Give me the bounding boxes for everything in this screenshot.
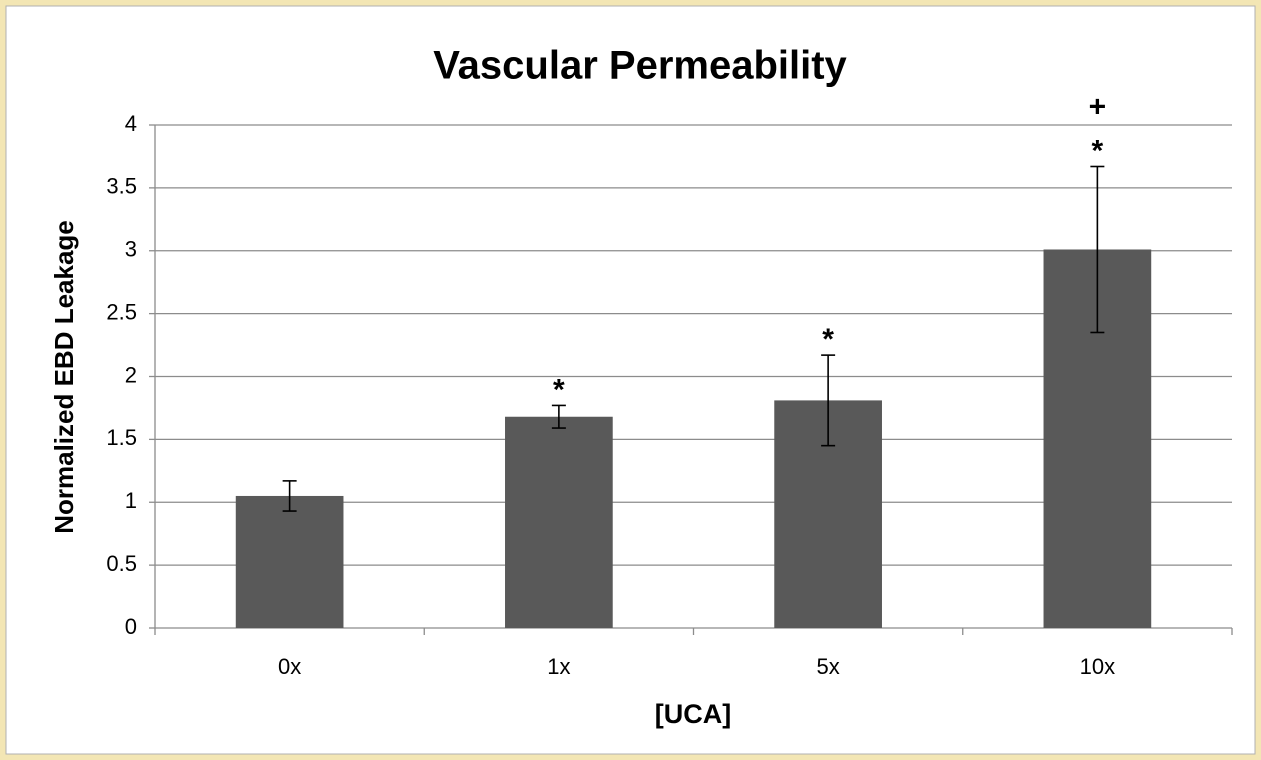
- x-axis-label: [UCA]: [655, 699, 731, 729]
- chart-title: Vascular Permeability: [433, 44, 847, 88]
- y-tick-label: 1: [125, 488, 137, 513]
- annotation: *: [822, 323, 834, 356]
- y-tick-label: 0.5: [106, 551, 137, 576]
- annotation: +: [1089, 90, 1107, 123]
- y-tick-label: 3.5: [106, 174, 137, 199]
- y-axis-label: Normalized EBD Leakage: [49, 220, 79, 534]
- annotation: *: [1092, 134, 1104, 167]
- bar: [235, 495, 344, 628]
- y-tick-label: 2: [125, 362, 137, 387]
- x-tick-label: 10x: [1080, 654, 1115, 679]
- bar: [505, 416, 613, 628]
- y-tick-label: 0: [125, 614, 137, 639]
- annotation: *: [553, 373, 565, 406]
- x-tick-label: 1x: [547, 654, 570, 679]
- y-tick-label: 2.5: [106, 299, 137, 324]
- x-tick-label: 0x: [278, 654, 301, 679]
- y-tick-label: 1.5: [106, 425, 137, 450]
- x-tick-label: 5x: [817, 654, 840, 679]
- y-tick-label: 3: [125, 237, 137, 262]
- y-tick-label: 4: [125, 111, 137, 136]
